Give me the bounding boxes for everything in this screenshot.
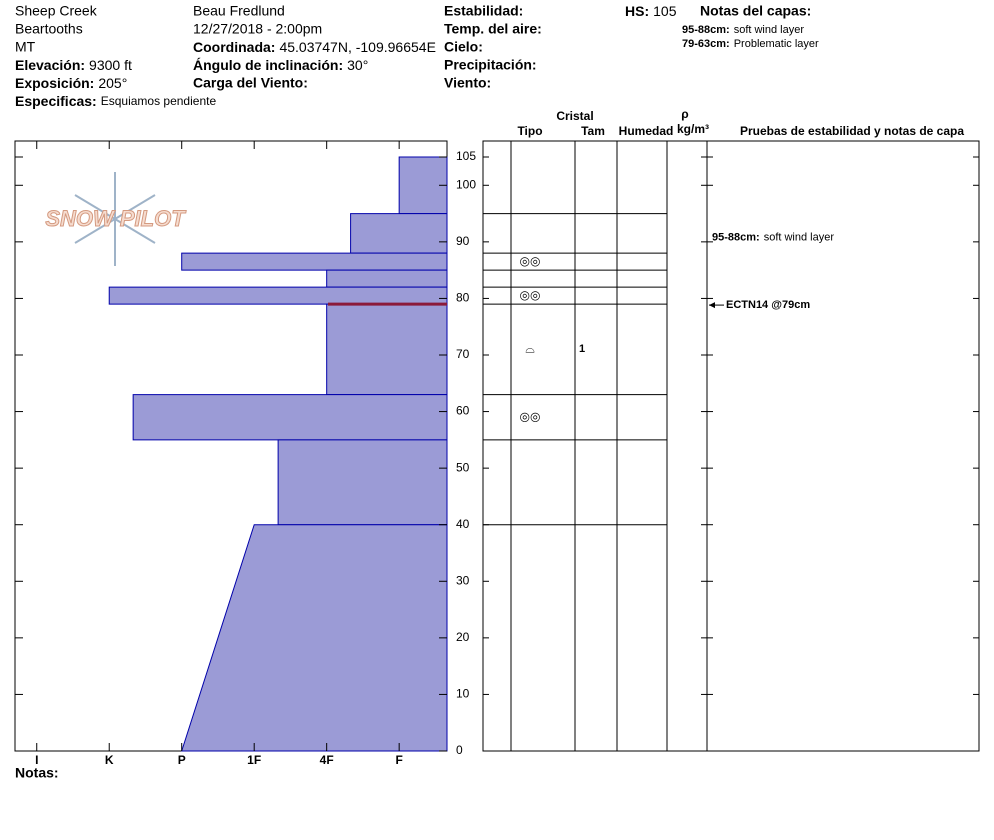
y-tick-label: 10 [456,687,470,701]
hardness-layer [108,286,448,305]
x-tick-label: P [178,753,186,767]
note-range: 79-63cm: [682,38,730,50]
logo: SNOW PILOT [45,172,187,266]
field-label: Exposición: [15,75,94,91]
observer: Beau Fredlund [193,3,285,19]
field-value: 9300 ft [89,57,132,73]
x-tick-label: F [395,753,402,767]
grain-type: ◎◎ [520,254,541,268]
test-arrowhead [709,302,715,309]
grain-type: ◎◎ [520,409,541,423]
location: Beartooths [15,21,83,37]
layer-note: 95-88cm: soft wind layer [682,24,804,36]
logo-text: SNOW PILOT [45,206,186,231]
field-value: Esquiamos pendiente [101,94,217,108]
hardness-layer [277,439,448,526]
y-tick-label: 70 [456,347,470,361]
comment-range: 95-88cm: [712,231,760,243]
field: Especificas: Esquiamos pendiente [15,93,216,109]
grain-type: ◎◎ [520,288,541,302]
location: MT [15,39,36,55]
x-tick-label: I [35,753,38,767]
y-tick-label: 20 [456,630,470,644]
note-text: Problematic layer [734,38,819,50]
hardness-layer [326,269,448,288]
layer-comment: 95-88cm: soft wind layer [712,231,834,243]
y-tick-label: 50 [456,460,470,474]
col-header: Pruebas de estabilidad y notas de capa [740,124,964,138]
x-tick-label: 4F [320,753,334,767]
hardness-layer [350,213,448,254]
hardness-layer [181,524,448,752]
y-tick-label: 105 [456,149,476,163]
field-label: Cielo: [444,39,483,55]
comment-text: soft wind layer [764,231,835,243]
note-range: 95-88cm: [682,24,730,36]
field-label: HS: [625,3,649,19]
hardness-layer [132,394,448,441]
field-label: Coordinada: [193,39,275,55]
field: Elevación: 9300 ft [15,57,132,73]
notes-title: Notas del capas: [700,3,811,19]
field-value: 105 [653,3,677,19]
x-tick-label: K [105,753,114,767]
x-tick-label: 1F [247,753,261,767]
table-frame [482,140,980,752]
y-tick-label: 40 [456,517,470,531]
y-tick-label: 80 [456,291,470,305]
col-header: Tipo [517,124,542,138]
y-tick-label: 60 [456,404,470,418]
field-label: Especificas: [15,93,97,109]
y-tick-label: 30 [456,573,470,587]
col-header: Humedad [619,124,674,138]
field-value: 45.03747N, -109.96654E [279,39,435,55]
field-label: Elevación: [15,57,85,73]
col-header: Cristal [556,109,593,123]
layer-note: 79-63cm: Problematic layer [682,38,819,50]
col-header: ρ [681,107,688,121]
datetime: 12/27/2018 - 2:00pm [193,21,322,37]
field: Exposición: 205° [15,75,127,91]
col-header: kg/m³ [677,122,709,136]
field-label: Temp. del aire: [444,21,542,37]
field-label: Carga del Viento: [193,75,308,91]
y-tick-label: 0 [456,743,463,757]
grain-type: ⌓ [525,342,535,356]
field: Ángulo de inclinación: 30° [193,57,368,73]
field-label: Viento: [444,75,491,91]
test-label: ECTN14 @79cm [726,299,810,311]
field-value: 30° [347,57,368,73]
field-label: Ángulo de inclinación: [193,57,343,73]
location: Sheep Creek [15,3,98,19]
field-value: 205° [98,75,127,91]
note-text: soft wind layer [734,24,805,36]
col-header: Tam [581,124,605,138]
field: Coordinada: 45.03747N, -109.96654E [193,39,436,55]
field-label: Estabilidad: [444,3,523,19]
hardness-layer [181,252,448,271]
grain-size: 1 [579,343,585,355]
snow-height: HS: 105 [625,3,677,19]
y-tick-label: 90 [456,234,470,248]
field-label: Precipitación: [444,57,537,73]
footer-notes: Notas: [15,765,59,781]
y-tick-label: 100 [456,177,476,191]
hardness-layer [326,303,448,396]
